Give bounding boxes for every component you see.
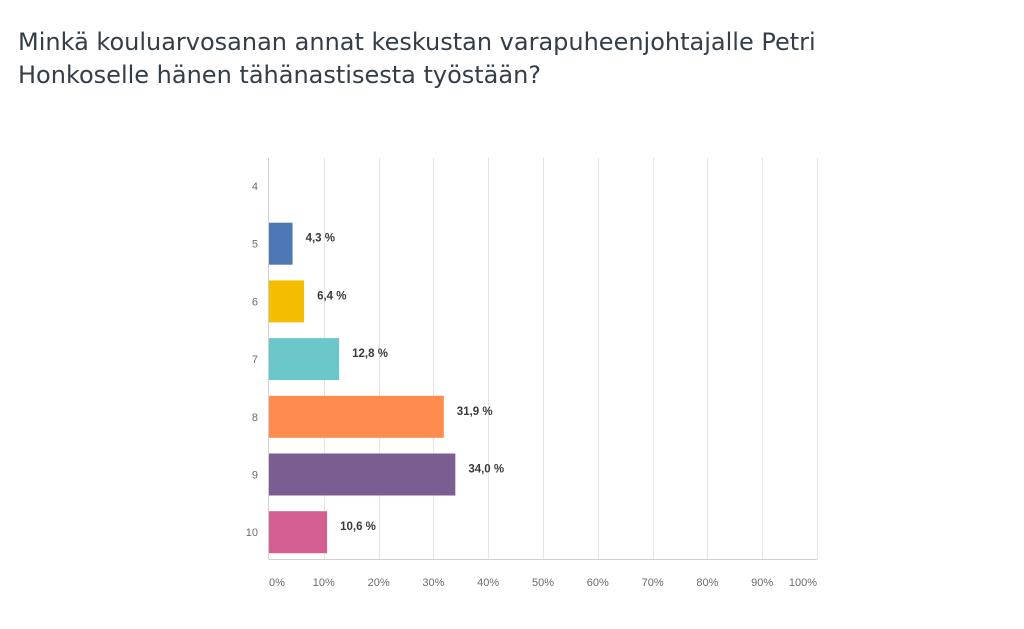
x-tick-label-30: 30% — [422, 577, 444, 589]
category-label-4: 4 — [252, 181, 258, 193]
bar-7 — [269, 338, 340, 381]
bars — [269, 222, 456, 554]
x-tick-label-50: 50% — [532, 577, 554, 589]
category-label-5: 5 — [252, 239, 258, 251]
x-tick-label-0: 0% — [269, 577, 285, 589]
bar-6 — [269, 280, 305, 323]
x-tick-label-10: 10% — [313, 577, 335, 589]
category-labels: 4 5 6 7 8 9 10 — [246, 181, 258, 539]
value-label-6: 6,4 % — [317, 290, 346, 302]
value-label-5: 4,3 % — [306, 233, 335, 245]
x-tick-labels: 0% 10% 20% 30% 40% 50% 60% 70% 80% 90% 100% — [269, 577, 817, 589]
value-label-10: 10,6 % — [340, 521, 376, 533]
category-label-8: 8 — [252, 412, 258, 424]
category-label-7: 7 — [252, 354, 258, 366]
bar-9 — [269, 453, 456, 496]
x-tick-label-80: 80% — [696, 577, 718, 589]
value-label-8: 31,9 % — [457, 406, 493, 418]
value-label-7: 12,8 % — [352, 348, 388, 360]
value-labels: 4,3 % 6,4 % 12,8 % 31,9 % 34,0 % 10,6 % — [306, 233, 505, 534]
x-tick-label-40: 40% — [477, 577, 499, 589]
bar-8 — [269, 395, 444, 438]
category-label-9: 9 — [252, 470, 258, 482]
x-tick-label-60: 60% — [587, 577, 609, 589]
category-label-6: 6 — [252, 296, 258, 308]
value-label-9: 34,0 % — [468, 464, 504, 476]
category-label-10: 10 — [246, 527, 258, 539]
x-tick-label-90: 90% — [751, 577, 773, 589]
x-tick-label-20: 20% — [368, 577, 390, 589]
bar-10 — [269, 511, 328, 554]
x-tick-label-100: 100% — [789, 577, 817, 589]
x-tick-label-70: 70% — [642, 577, 664, 589]
gridlines — [324, 158, 818, 559]
chart-title: Minkä kouluarvosanan annat keskustan var… — [18, 28, 816, 89]
bar-5 — [269, 222, 293, 265]
